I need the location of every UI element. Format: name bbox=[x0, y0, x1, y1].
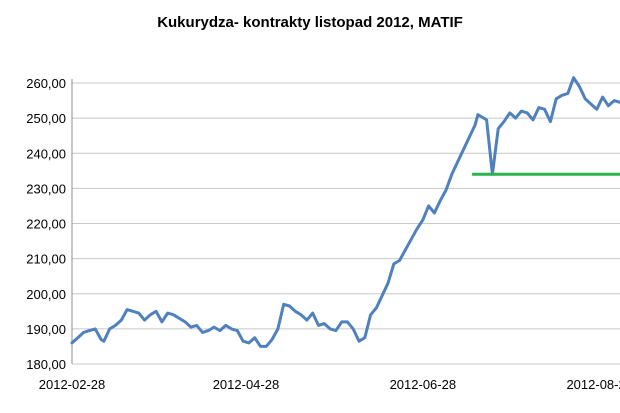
x-tick-label: 2012-02-28 bbox=[39, 377, 106, 392]
x-tick-label: 2012-04-28 bbox=[213, 377, 280, 392]
y-tick-label: 240,00 bbox=[26, 146, 66, 161]
chart-title: Kukurydza- kontrakty listopad 2012, MATI… bbox=[157, 14, 463, 31]
y-tick-label: 180,00 bbox=[26, 357, 66, 372]
y-tick-label: 210,00 bbox=[26, 252, 66, 267]
price-series-line bbox=[70, 76, 620, 348]
x-tick-label: 2012-06-28 bbox=[390, 377, 457, 392]
y-tick-label: 200,00 bbox=[26, 287, 66, 302]
y-tick-label: 260,00 bbox=[26, 76, 66, 91]
y-tick-label: 190,00 bbox=[26, 322, 66, 337]
y-tick-label: 230,00 bbox=[26, 181, 66, 196]
y-tick-label: 250,00 bbox=[26, 111, 66, 126]
y-tick-label: 220,00 bbox=[26, 217, 66, 232]
x-tick-label: 2012-08-28 bbox=[566, 377, 620, 392]
